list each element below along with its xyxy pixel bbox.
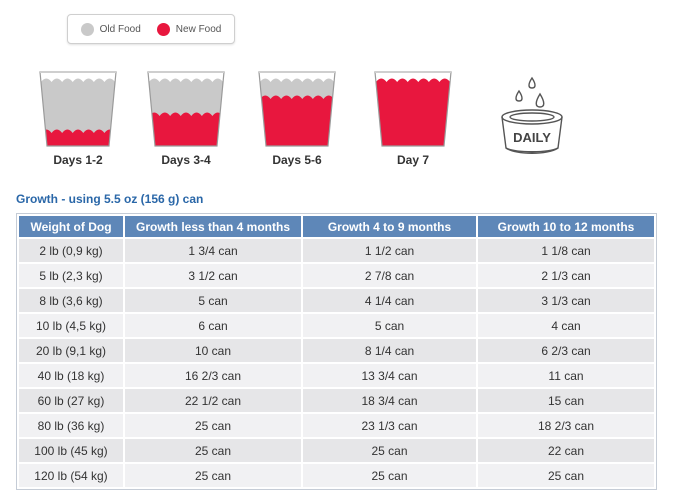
cell-amount: 5 can: [303, 314, 476, 337]
cup-label: Days 5-6: [272, 153, 322, 167]
cup-icon: [257, 66, 337, 148]
new-food-dot-icon: [156, 22, 170, 36]
old-food-fill: [41, 78, 115, 146]
cell-weight: 10 lb (4,5 kg): [19, 314, 123, 337]
table-row: 40 lb (18 kg) 16 2/3 can 13 3/4 can 11 c…: [19, 364, 654, 387]
water-bowl-icon: DAILY: [495, 76, 575, 156]
cell-amount: 1 1/2 can: [303, 239, 476, 262]
food-legend: Old Food New Food: [67, 14, 235, 44]
cup-icon: [373, 66, 453, 148]
cell-amount: 13 3/4 can: [303, 364, 476, 387]
cell-amount: 5 can: [125, 289, 301, 312]
legend-old-food: Old Food: [80, 22, 141, 36]
daily-label: DAILY: [513, 130, 551, 145]
cell-amount: 22 1/2 can: [125, 389, 301, 412]
header-weight: Weight of Dog: [19, 216, 123, 237]
cell-weight: 100 lb (45 kg): [19, 439, 123, 462]
cell-amount: 25 can: [125, 464, 301, 487]
table-row: 10 lb (4,5 kg) 6 can 5 can 4 can: [19, 314, 654, 337]
cell-weight: 5 lb (2,3 kg): [19, 264, 123, 287]
cell-amount: 23 1/3 can: [303, 414, 476, 437]
cell-weight: 40 lb (18 kg): [19, 364, 123, 387]
table-row: 120 lb (54 kg) 25 can 25 can 25 can: [19, 464, 654, 487]
section-title: Growth - using 5.5 oz (156 g) can: [16, 192, 204, 206]
cell-amount: 6 2/3 can: [478, 339, 654, 362]
cell-weight: 8 lb (3,6 kg): [19, 289, 123, 312]
water-bowl-graphic: DAILY: [501, 76, 563, 154]
cell-amount: 25 can: [478, 464, 654, 487]
cell-amount: 18 2/3 can: [478, 414, 654, 437]
cup-icon: [38, 66, 118, 148]
cup-days-5-6: Days 5-6: [257, 66, 337, 167]
header-growth-10-12-months: Growth 10 to 12 months: [478, 216, 654, 237]
cup-icon: [146, 66, 226, 148]
table-row: 5 lb (2,3 kg) 3 1/2 can 2 7/8 can 2 1/3 …: [19, 264, 654, 287]
cell-amount: 8 1/4 can: [303, 339, 476, 362]
cup-days-1-2: Days 1-2: [38, 66, 118, 167]
old-food-dot-icon: [80, 22, 94, 36]
header-growth-4-9-months: Growth 4 to 9 months: [303, 216, 476, 237]
table-row: 80 lb (36 kg) 25 can 23 1/3 can 18 2/3 c…: [19, 414, 654, 437]
cup-label: Days 3-4: [161, 153, 211, 167]
cell-amount: 10 can: [125, 339, 301, 362]
table-row: 8 lb (3,6 kg) 5 can 4 1/4 can 3 1/3 can: [19, 289, 654, 312]
cell-amount: 22 can: [478, 439, 654, 462]
cell-amount: 2 7/8 can: [303, 264, 476, 287]
cup-days-3-4: Days 3-4: [146, 66, 226, 167]
new-food-fill: [376, 78, 450, 146]
cup-label: Days 1-2: [53, 153, 103, 167]
cell-amount: 25 can: [125, 414, 301, 437]
table-row: 60 lb (27 kg) 22 1/2 can 18 3/4 can 15 c…: [19, 389, 654, 412]
cell-amount: 15 can: [478, 389, 654, 412]
cell-amount: 18 3/4 can: [303, 389, 476, 412]
cell-weight: 2 lb (0,9 kg): [19, 239, 123, 262]
cell-amount: 11 can: [478, 364, 654, 387]
table-row: 2 lb (0,9 kg) 1 3/4 can 1 1/2 can 1 1/8 …: [19, 239, 654, 262]
cell-amount: 3 1/3 can: [478, 289, 654, 312]
table-row: 20 lb (9,1 kg) 10 can 8 1/4 can 6 2/3 ca…: [19, 339, 654, 362]
cup-label: Day 7: [396, 153, 430, 167]
legend-new-food: New Food: [156, 22, 222, 36]
cell-amount: 6 can: [125, 314, 301, 337]
cell-amount: 1 1/8 can: [478, 239, 654, 262]
cell-weight: 120 lb (54 kg): [19, 464, 123, 487]
cell-amount: 4 1/4 can: [303, 289, 476, 312]
table-header-row: Weight of Dog Growth less than 4 months …: [19, 216, 654, 237]
cell-weight: 60 lb (27 kg): [19, 389, 123, 412]
table-row: 100 lb (45 kg) 25 can 25 can 22 can: [19, 439, 654, 462]
new-food-fill: [260, 95, 334, 146]
cell-amount: 16 2/3 can: [125, 364, 301, 387]
new-food-fill: [149, 112, 223, 146]
cell-amount: 25 can: [303, 439, 476, 462]
feeding-table: Weight of Dog Growth less than 4 months …: [16, 213, 657, 490]
cell-amount: 1 3/4 can: [125, 239, 301, 262]
cell-weight: 80 lb (36 kg): [19, 414, 123, 437]
legend-new-food-label: New Food: [175, 23, 222, 35]
legend-old-food-label: Old Food: [99, 23, 141, 35]
header-growth-lt-4-months: Growth less than 4 months: [125, 216, 301, 237]
new-food-fill: [41, 129, 115, 146]
cell-amount: 4 can: [478, 314, 654, 337]
cell-weight: 20 lb (9,1 kg): [19, 339, 123, 362]
cell-amount: 2 1/3 can: [478, 264, 654, 287]
cell-amount: 25 can: [303, 464, 476, 487]
cell-amount: 25 can: [125, 439, 301, 462]
cup-day-7: Day 7: [373, 66, 453, 167]
cell-amount: 3 1/2 can: [125, 264, 301, 287]
